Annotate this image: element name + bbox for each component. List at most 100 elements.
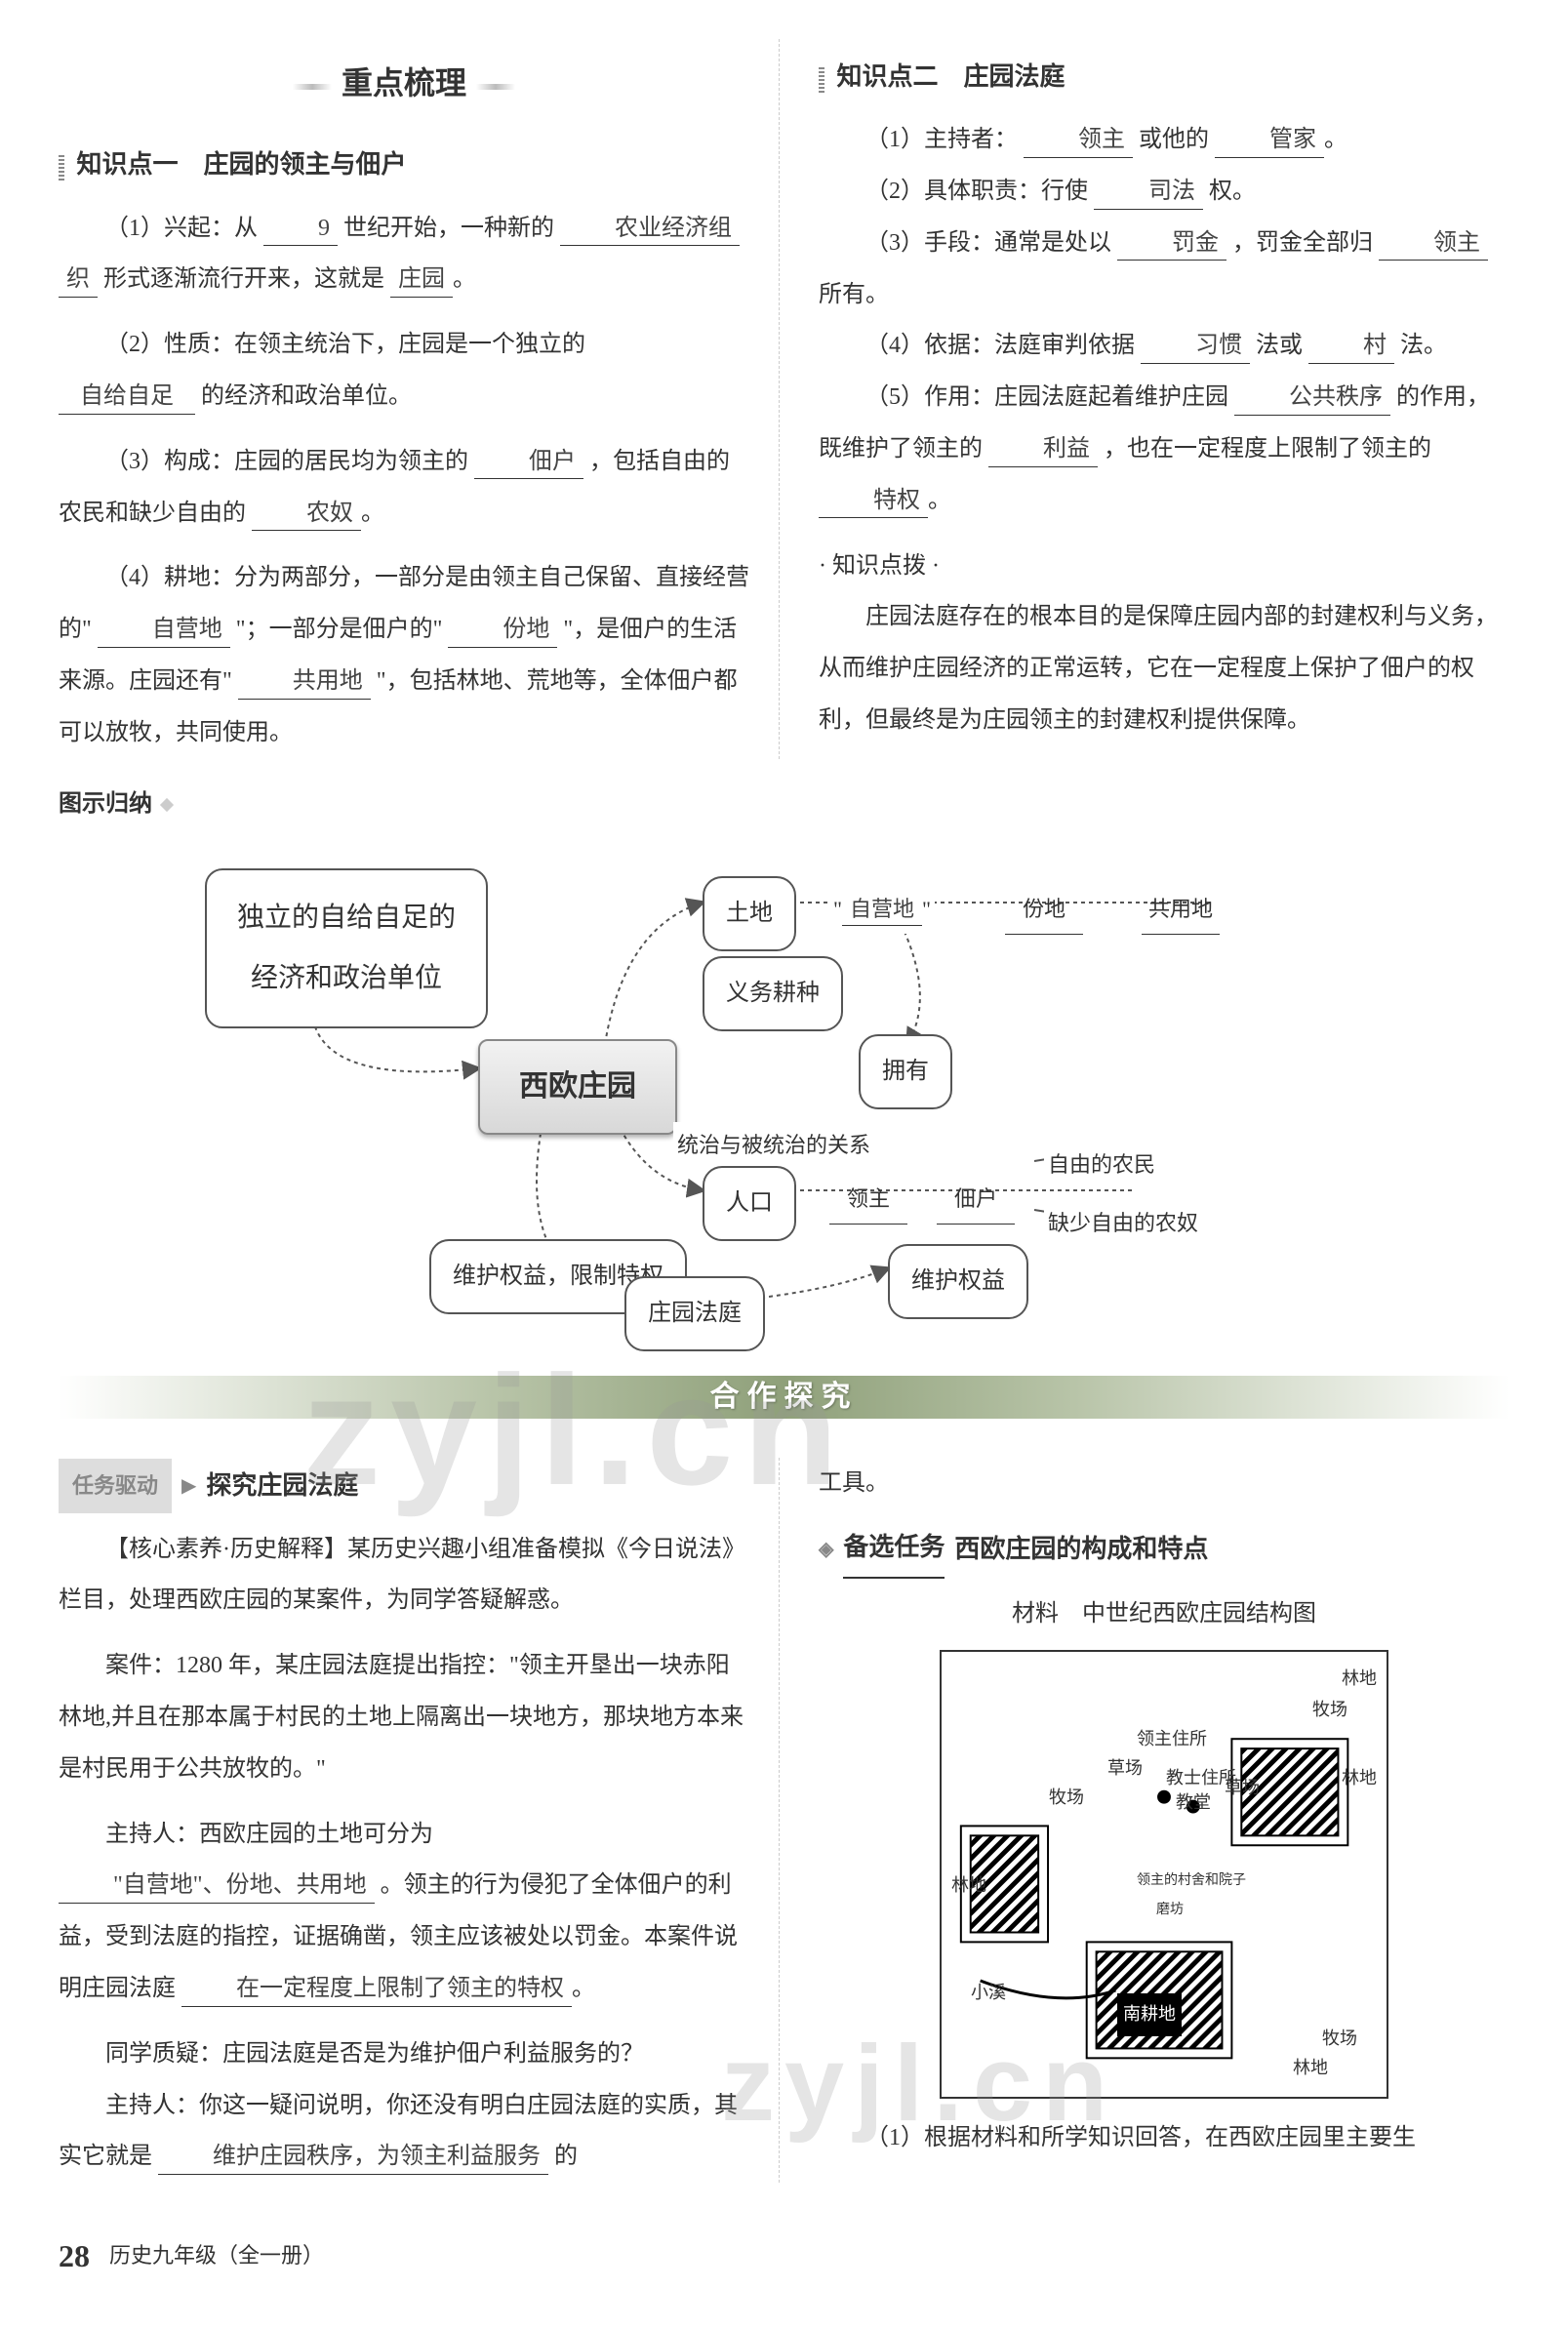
- map-label: 林地: [1293, 2049, 1328, 2088]
- material-label: 材料 中世纪西欧庄园结构图: [819, 1588, 1509, 1640]
- map-label: 林地: [951, 1867, 986, 1906]
- kp1-title: 知识点一 庄园的领主与佃户: [59, 137, 749, 192]
- kp1-line2: （2）性质：在领主统治下，庄园是一个独立的: [59, 319, 749, 371]
- blank: 佃户: [474, 446, 583, 480]
- text: 或他的: [1139, 127, 1209, 152]
- map-label: 南耕地: [1117, 1993, 1182, 2036]
- text: 主持人：西欧庄园的土地可分为: [105, 1822, 433, 1847]
- diamond-icon: [160, 798, 174, 812]
- blank: 领主: [829, 1176, 907, 1224]
- cm-land: 土地: [703, 876, 796, 951]
- cm-center: 西欧庄园: [478, 1039, 677, 1135]
- task-header: 任务驱动 ▶ 探究庄园法庭: [59, 1458, 749, 1513]
- text: （2）具体职责：行使: [865, 179, 1088, 204]
- blank: 佃户: [937, 1176, 1015, 1224]
- blank: 份地: [448, 614, 557, 648]
- text: （1）主持者：: [865, 127, 1018, 152]
- kp2-title-text: 知识点二 庄园法庭: [837, 62, 1065, 91]
- cm-relation: 统治与被统治的关系: [673, 1122, 874, 1169]
- kp1-title-text: 知识点一 庄园的领主与佃户: [77, 150, 407, 179]
- marker-icon: [819, 65, 824, 93]
- text: （3）手段：通常是处以: [865, 230, 1111, 256]
- text: 法。: [1400, 333, 1447, 358]
- text: "；一部分是佃户的": [236, 617, 443, 642]
- blank: 特权: [819, 485, 928, 519]
- task-intro: 【核心素养·历史解释】某历史兴趣小组准备模拟《今日说法》栏目，处理西欧庄园的某案…: [59, 1524, 749, 1627]
- task-title: 探究庄园法庭: [206, 1458, 358, 1513]
- kp1-line3: （3）构成：庄园的居民均为领主的 佃户 ，包括自由的农民和缺少自由的 农奴。: [59, 436, 749, 540]
- section-title: 重点梳理: [59, 49, 749, 117]
- kp2-line2: （2）具体职责：行使 司法 权。: [819, 166, 1509, 218]
- blank: 农奴: [252, 498, 361, 532]
- text: 形式逐渐流行开来，这就是: [103, 266, 384, 292]
- text: （4）依据：法庭审判依据: [865, 333, 1135, 358]
- task-case: 案件：1280 年，某庄园法庭提出指控："领主开垦出一块赤阳林地,并且在那本属于…: [59, 1640, 749, 1794]
- kp2-line3: （3）手段：通常是处以 罚金 ，罚金全部归 领主 所有。: [819, 218, 1509, 321]
- beixuan-title-text: 西欧庄园的构成和特点: [954, 1521, 1208, 1577]
- blank: "自营地"、份地、共用地: [59, 1869, 375, 1904]
- kp2-title: 知识点二 庄园法庭: [819, 49, 1509, 104]
- diamond-icon: ◈: [819, 1528, 833, 1571]
- diagram-title-text: 图示归纳: [59, 791, 152, 817]
- map-label: 牧场: [1049, 1779, 1084, 1818]
- map-label: 领主住所: [1137, 1720, 1207, 1759]
- task-host2: 主持人：你这一疑问说明，你还没有明白庄园法庭的实质，其实它就是 维护庄园秩序，为…: [59, 2080, 749, 2184]
- cm-desc-box: 独立的自给自足的 经济和政治单位: [205, 868, 488, 1027]
- page-number: 28: [59, 2222, 90, 2290]
- cm-own: 拥有: [859, 1034, 952, 1109]
- manor-map: 林地 牧场 林地 领主住所 草场 教士住所 教堂 草场 牧场 林地 领主的村舍和…: [940, 1650, 1388, 2099]
- kp2-line4: （4）依据：法庭审判依据 习惯 法或 村 法。: [819, 320, 1509, 372]
- blank: 自营地: [98, 614, 230, 648]
- blank: 罚金: [1117, 227, 1226, 261]
- kp1-line4: （4）耕地：分为两部分，一部分是由领主自己保留、直接经营的" 自营地 "；一部分…: [59, 552, 749, 758]
- text: 法或: [1256, 333, 1303, 358]
- blank: 领主: [1379, 227, 1488, 261]
- map-label: 领主的村舍和院子: [1137, 1867, 1246, 1897]
- zsdb-text: 庄园法庭存在的根本目的是保障庄园内部的封建权利与义务，从而维护庄园经济的正常运转…: [819, 591, 1509, 745]
- map-label: 林地: [1342, 1759, 1377, 1798]
- text: 权。: [1209, 179, 1256, 204]
- blank: 习惯: [1141, 330, 1250, 364]
- cm-people: 人口: [703, 1166, 796, 1241]
- text: 的经济和政治单位。: [201, 383, 412, 409]
- cm-unfree: 缺少自由的农奴: [1044, 1200, 1202, 1247]
- text: ，也在一定程度上限制了领主的: [1104, 436, 1431, 462]
- task-host1: 主持人：西欧庄园的土地可分为 "自营地"、份地、共用地 。领主的行为侵犯了全体佃…: [59, 1809, 749, 2015]
- map-label: 草场: [1225, 1769, 1260, 1808]
- cm-duty: 义务耕种: [703, 956, 843, 1031]
- kp1-line2b: 自给自足 的经济和政治单位。: [59, 371, 749, 422]
- task-tag: 任务驱动: [59, 1459, 172, 1513]
- kp1-line1b: 织 形式逐渐流行开来，这就是 庄园。: [59, 254, 749, 305]
- chevron-icon: ▶: [181, 1465, 196, 1507]
- text: ，罚金全部归: [1232, 230, 1373, 256]
- blank: 公共秩序: [1234, 381, 1390, 416]
- footer: 28 历史九年级（全一册）: [59, 2222, 1509, 2290]
- concept-map: 独立的自给自足的 经济和政治单位 西欧庄园 土地 "自营地" 份地 共用地 义务…: [59, 849, 1509, 1337]
- zsdb-title: · 知识点拨 ·: [819, 541, 1509, 592]
- cm-free: 自由的农民: [1044, 1142, 1159, 1188]
- text: （1）兴起：从: [105, 216, 258, 241]
- text: 的: [554, 2144, 578, 2169]
- marker-icon: [59, 153, 64, 181]
- blank: 共用地: [1142, 886, 1220, 934]
- text: （5）作用：庄园法庭起着维护庄园: [865, 384, 1228, 410]
- blank: 农业经济组: [560, 213, 740, 247]
- task-doubt: 同学质疑：庄园法庭是否是为维护佃户利益服务的？: [59, 2028, 749, 2080]
- q1: （1）根据材料和所学知识回答，在西欧庄园里主要生: [819, 2112, 1509, 2164]
- text: （3）构成：庄园的居民均为领主的: [105, 449, 468, 474]
- section-bar: 合作探究: [59, 1376, 1509, 1419]
- cm-court: 庄园法庭: [624, 1276, 765, 1351]
- tool-text: 工具。: [819, 1458, 1509, 1509]
- map-label: 牧场: [1312, 1691, 1347, 1730]
- blank: 领主: [1024, 124, 1133, 158]
- blank: 村: [1308, 330, 1394, 364]
- blank: 司法: [1094, 176, 1203, 210]
- map-label: 小溪: [971, 1974, 1006, 2013]
- cm-protect2: 维护权益: [888, 1244, 1028, 1319]
- blank: 共用地: [238, 665, 371, 700]
- beixuan-header: ◈ 备选任务 西欧庄园的构成和特点: [819, 1519, 1509, 1579]
- beixuan-tag: 备选任务: [843, 1519, 945, 1579]
- text: 世纪开始，一种新的: [343, 216, 554, 241]
- blank: 自给自足: [59, 381, 195, 415]
- diagram-section-title: 图示归纳: [59, 779, 1509, 830]
